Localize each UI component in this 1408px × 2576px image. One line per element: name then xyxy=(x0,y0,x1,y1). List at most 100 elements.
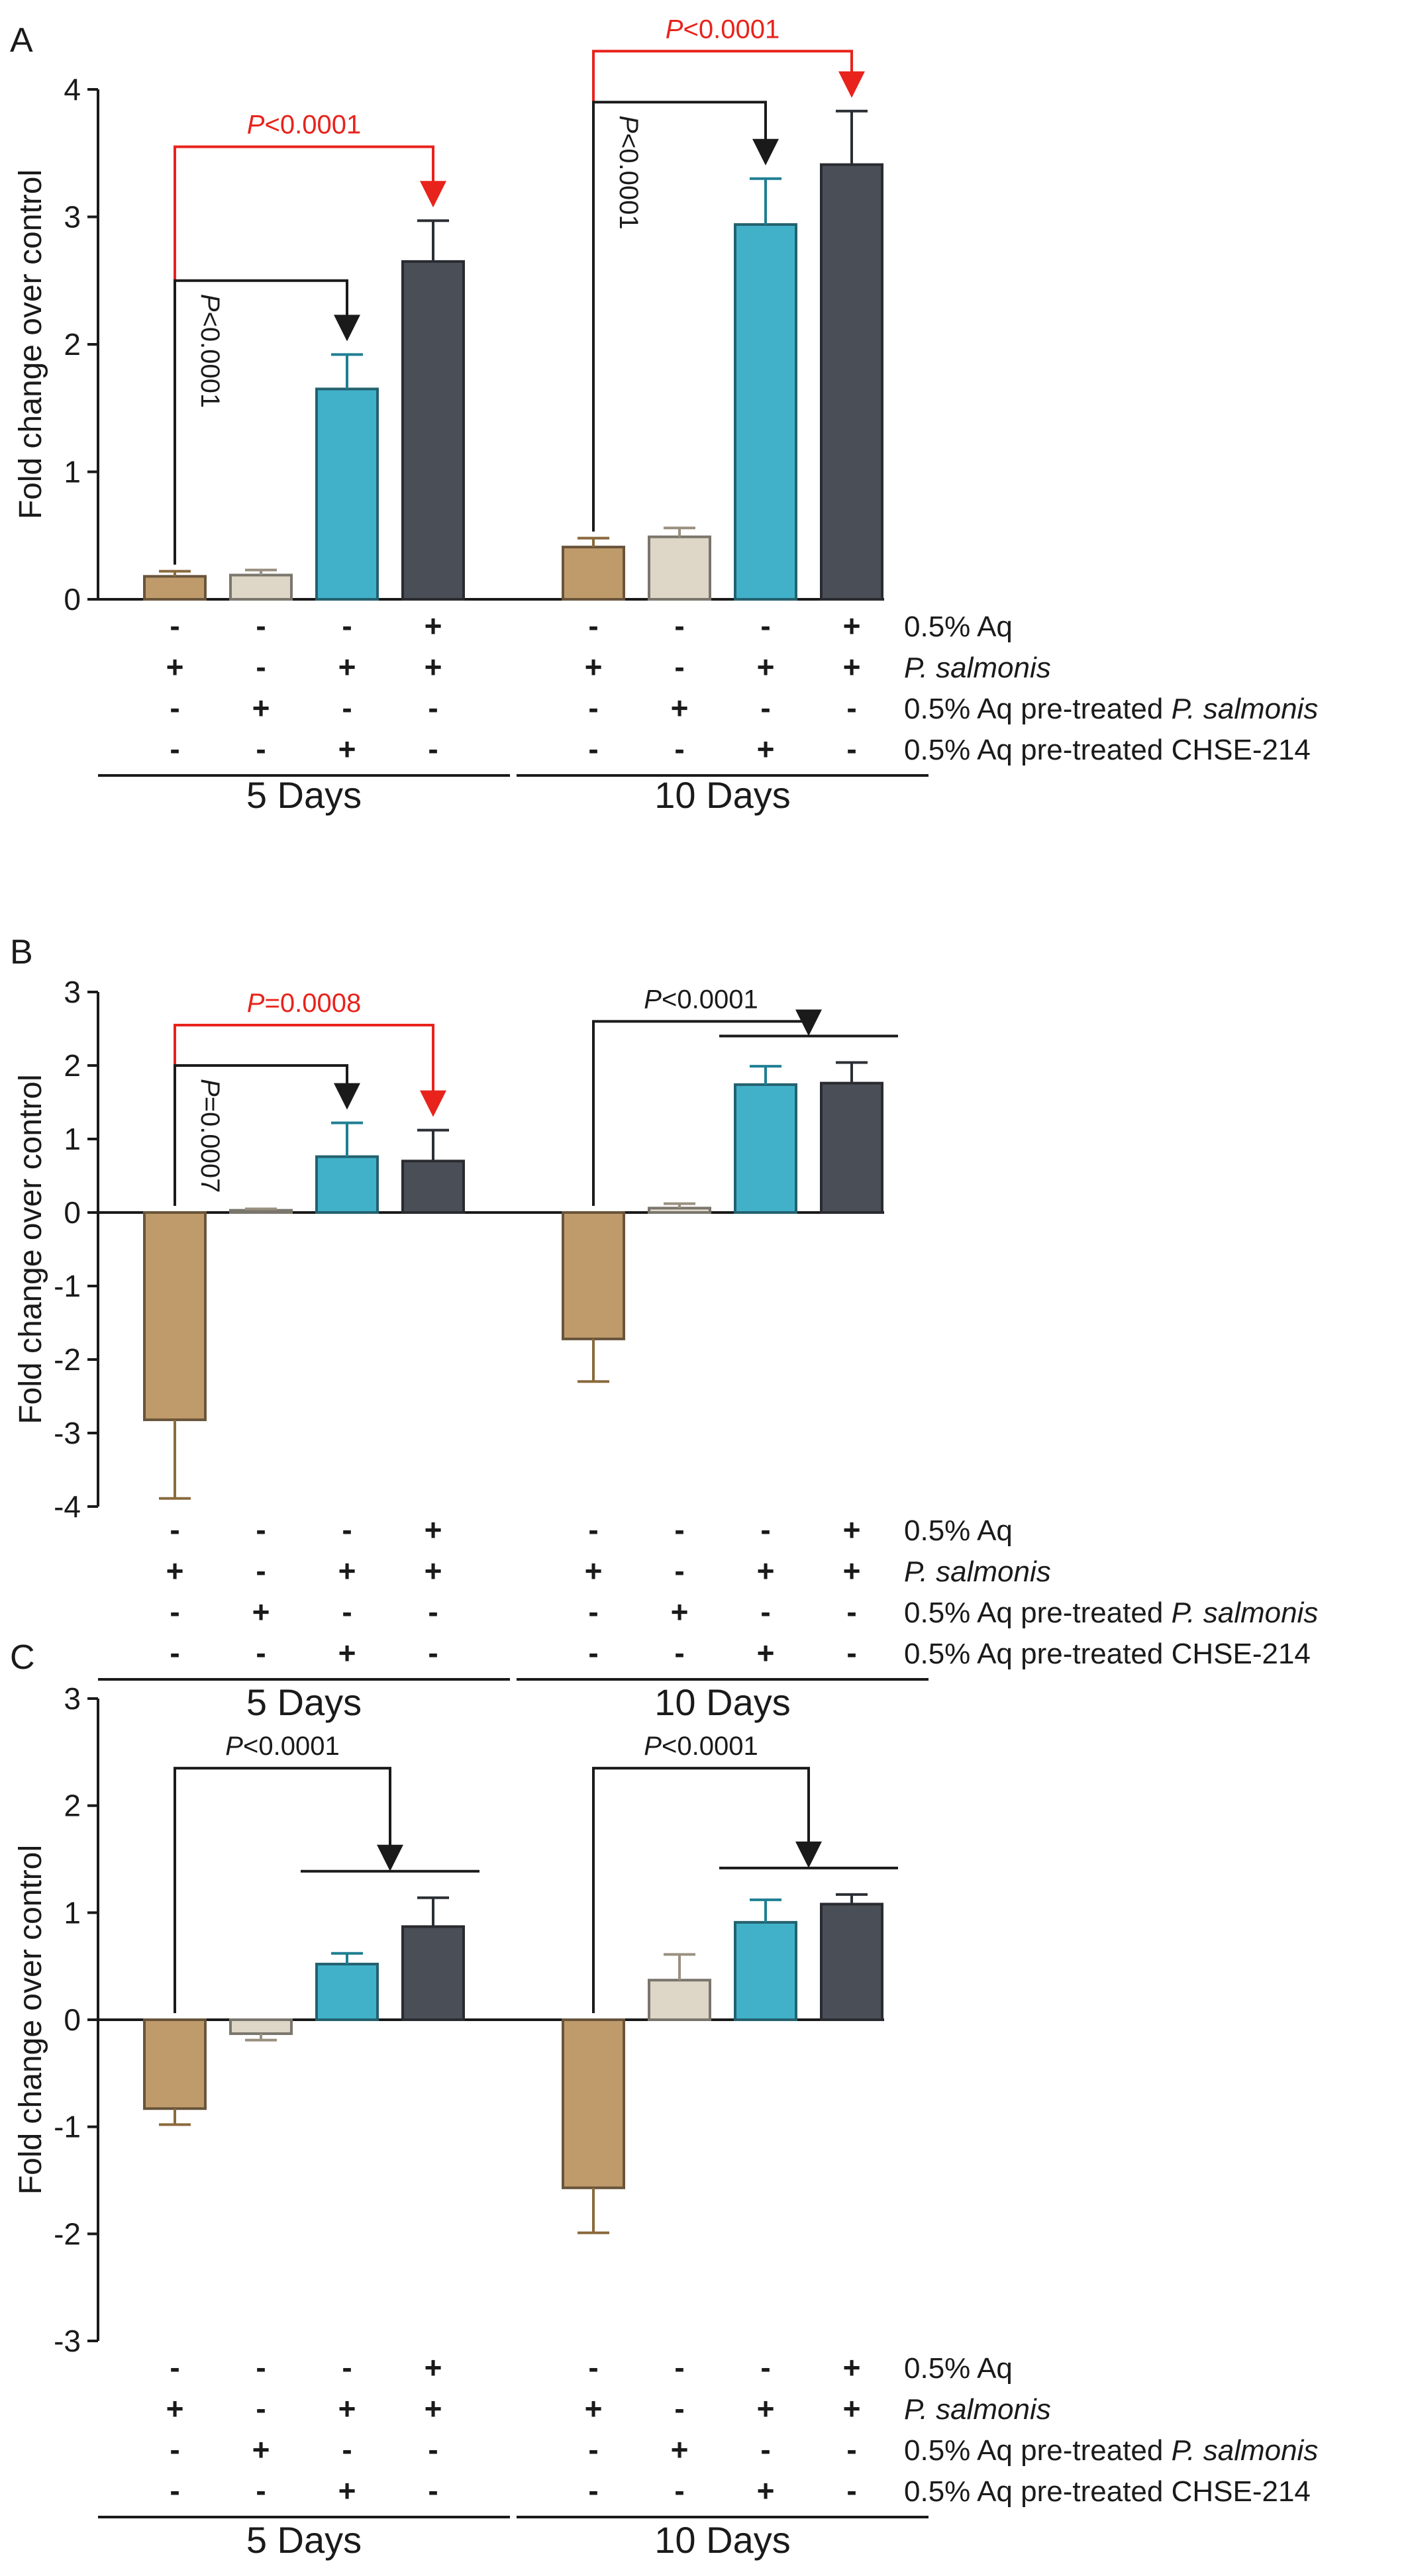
condition-sign: - xyxy=(170,2350,179,2385)
y-tick-label: 3 xyxy=(64,1681,81,1716)
p-value-label: P=0.0007 xyxy=(195,1079,225,1193)
p-value-label: P<0.0001 xyxy=(247,111,361,140)
y-tick-label: 0 xyxy=(64,582,81,617)
condition-sign: - xyxy=(674,732,684,766)
condition-sign: - xyxy=(428,1636,438,1670)
condition-sign: - xyxy=(342,609,352,643)
condition-sign: - xyxy=(342,691,352,725)
significance-bracket xyxy=(592,101,767,532)
condition-sign: - xyxy=(256,2391,266,2426)
p-value-label: P<0.0001 xyxy=(644,1732,758,1761)
p-value-label: P<0.0001 xyxy=(225,1732,339,1761)
arrow-head xyxy=(838,71,865,98)
condition-sign: - xyxy=(674,1554,684,1588)
condition-sign: - xyxy=(170,1595,179,1629)
bar xyxy=(820,1903,883,2021)
group-label: 5 Days xyxy=(246,774,362,816)
condition-sign: + xyxy=(166,650,184,684)
condition-row-label: 0.5% Aq pre-treated P. salmonis xyxy=(904,2434,1318,2467)
condition-sign: + xyxy=(338,2391,356,2426)
condition-sign: - xyxy=(256,1636,266,1670)
condition-sign: + xyxy=(843,1554,861,1588)
group-label: 10 Days xyxy=(654,1681,790,1723)
arrow-head xyxy=(795,1841,822,1868)
condition-sign: + xyxy=(338,2473,356,2508)
condition-row-label: 0.5% Aq pre-treated P. salmonis xyxy=(904,1597,1318,1629)
condition-sign: - xyxy=(170,2473,179,2508)
panel-C: C -3 -2 -1 0 1 2 3 Fold change over control P<0.0… xyxy=(10,1638,1318,2561)
bar xyxy=(734,1920,797,2021)
condition-sign: - xyxy=(588,609,598,643)
group-label: 10 Days xyxy=(654,2519,790,2561)
p-value-label: P<0.0001 xyxy=(666,15,779,44)
condition-sign: + xyxy=(425,2391,442,2426)
y-axis-label: Fold change over control xyxy=(13,1845,48,2195)
condition-sign: - xyxy=(588,1636,598,1670)
condition-sign: + xyxy=(338,1554,356,1588)
condition-sign: - xyxy=(760,1512,770,1547)
p-value-label: P=0.0008 xyxy=(247,989,361,1018)
y-tick-label: -3 xyxy=(54,2324,81,2358)
bar xyxy=(562,2018,625,2189)
condition-sign: - xyxy=(760,2432,770,2467)
condition-sign: + xyxy=(671,2432,689,2467)
y-axis-label: Fold change over control xyxy=(13,1074,48,1424)
bar xyxy=(143,575,207,601)
arrow-head xyxy=(377,1844,403,1871)
condition-row-label: 0.5% Aq pre-treated CHSE-214 xyxy=(904,2475,1311,2508)
condition-sign: - xyxy=(256,609,266,643)
condition-sign: + xyxy=(585,650,603,684)
condition-sign: - xyxy=(846,1636,856,1670)
y-tick-label: 2 xyxy=(64,1048,81,1083)
condition-sign: + xyxy=(338,1636,356,1670)
condition-sign: + xyxy=(252,691,270,725)
y-tick-label: -3 xyxy=(54,1416,81,1450)
bar xyxy=(401,1160,465,1214)
y-tick-label: -1 xyxy=(54,1269,81,1303)
condition-sign: - xyxy=(674,2391,684,2426)
condition-sign: + xyxy=(757,2391,775,2426)
condition-sign: + xyxy=(252,2432,270,2467)
condition-sign: - xyxy=(588,2473,598,2508)
bar xyxy=(734,223,797,601)
condition-sign: - xyxy=(428,2432,438,2467)
condition-sign: - xyxy=(846,2432,856,2467)
condition-sign: - xyxy=(428,691,438,725)
condition-sign: - xyxy=(428,732,438,766)
arrow-head xyxy=(334,1083,360,1110)
bar xyxy=(648,1979,711,2022)
condition-sign: + xyxy=(843,2391,861,2426)
bar xyxy=(229,573,293,601)
y-tick-label: 0 xyxy=(64,1195,81,1230)
y-tick-label: 1 xyxy=(64,1895,81,1930)
group-label: 5 Days xyxy=(246,1681,362,1723)
condition-sign: + xyxy=(252,1595,270,1629)
panel-letter: C xyxy=(10,1638,35,1677)
condition-sign: + xyxy=(585,1554,603,1588)
significance-bracket xyxy=(174,1064,348,1206)
condition-sign: + xyxy=(757,2473,775,2508)
condition-sign: - xyxy=(342,1595,352,1629)
condition-sign: - xyxy=(170,1512,179,1547)
bar xyxy=(648,535,711,601)
y-tick-label: -2 xyxy=(54,2216,81,2251)
condition-row-label: 0.5% Aq pre-treated CHSE-214 xyxy=(904,1638,1311,1670)
condition-row-label: 0.5% Aq pre-treated CHSE-214 xyxy=(904,734,1311,766)
y-tick-label: -4 xyxy=(54,1489,81,1524)
condition-sign: - xyxy=(674,1636,684,1670)
p-value-label: P<0.0001 xyxy=(644,985,758,1014)
condition-sign: - xyxy=(170,609,179,643)
condition-sign: - xyxy=(588,2432,598,2467)
y-tick-label: 0 xyxy=(64,2003,81,2037)
condition-sign: - xyxy=(588,732,598,766)
condition-sign: - xyxy=(588,1512,598,1547)
y-tick-label: 4 xyxy=(64,72,81,107)
bar xyxy=(401,260,465,601)
condition-sign: + xyxy=(585,2391,603,2426)
condition-row-label: P. salmonis xyxy=(904,2393,1051,2426)
arrow-head xyxy=(334,315,360,342)
condition-sign: + xyxy=(671,691,689,725)
condition-sign: + xyxy=(425,1554,442,1588)
condition-sign: - xyxy=(846,732,856,766)
